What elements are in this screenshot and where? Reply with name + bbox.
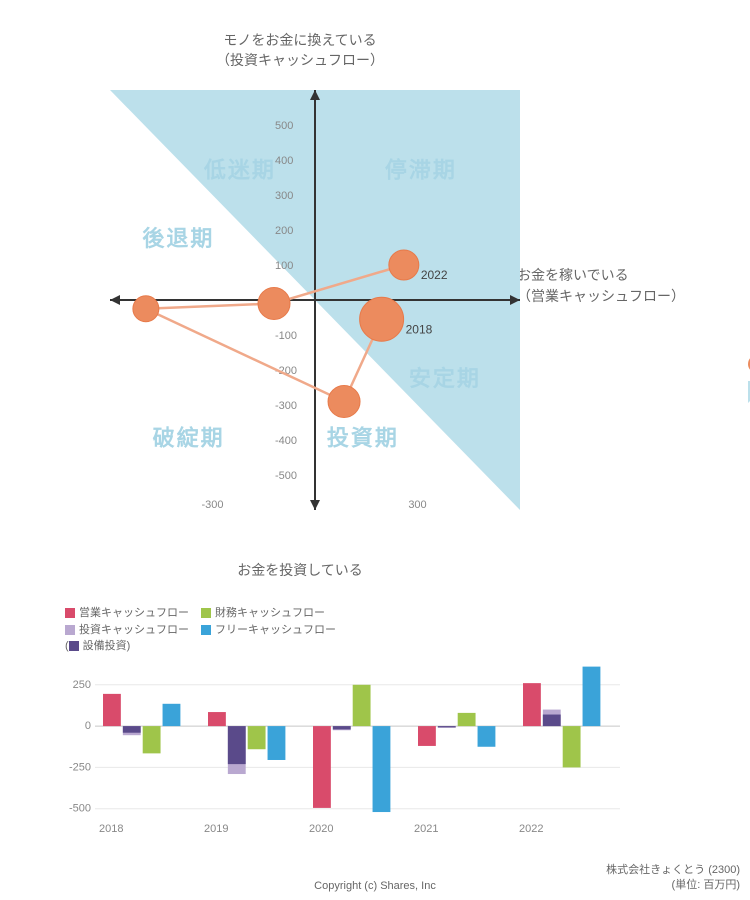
svg-text:-400: -400 — [275, 435, 297, 447]
scatter-title-right-line2: （営業キャッシュフロー） — [517, 286, 685, 307]
svg-text:2022: 2022 — [519, 823, 543, 835]
legend-financing: 財務キャッシュフロー — [201, 605, 325, 622]
bar-legend: 営業キャッシュフロー 財務キャッシュフロー 投資キャッシュフロー フリーキャッシ… — [65, 605, 625, 655]
legend-operating: 営業キャッシュフロー — [65, 605, 189, 622]
legend-capex-label: 設備投資) — [83, 638, 131, 655]
legend-financing-swatch — [201, 608, 211, 618]
svg-text:200: 200 — [275, 225, 293, 237]
svg-text:後退期: 後退期 — [142, 226, 214, 251]
company-info: 株式会社きょくとう (2300) (単位: 百万円) — [606, 863, 740, 892]
legend-operating-swatch — [65, 608, 75, 618]
svg-text:2021: 2021 — [414, 823, 438, 835]
legend-capex: (設備投資) — [65, 638, 130, 655]
svg-text:-500: -500 — [69, 803, 91, 815]
legend-free-swatch — [201, 625, 211, 635]
bar-svg: -500 -250 0 250 2018 2019 2020 2021 2022 — [65, 655, 625, 835]
svg-text:400: 400 — [275, 155, 293, 167]
legend-capex-swatch — [69, 641, 79, 651]
svg-text:2022: 2022 — [421, 268, 448, 282]
bar-chart-container: 営業キャッシュフロー 財務キャッシュフロー 投資キャッシュフロー フリーキャッシ… — [65, 605, 625, 835]
legend-investing-label: 投資キャッシュフロー — [79, 622, 189, 639]
scatter-chart-container: モノをお金に換えている （投資キャッシュフロー） お金を稼いでいる （営業キャッ… — [60, 30, 540, 570]
scatter-title-right: お金を稼いでいる （営業キャッシュフロー） — [517, 265, 685, 307]
svg-text:500: 500 — [275, 120, 293, 132]
legend-free-label: フリーキャッシュフロー — [215, 622, 336, 639]
svg-text:300: 300 — [275, 190, 293, 202]
svg-text:0: 0 — [85, 720, 91, 732]
company-name: 株式会社きょくとう (2300) — [606, 863, 740, 877]
svg-text:-500: -500 — [275, 470, 297, 482]
legend-free: フリーキャッシュフロー — [201, 622, 336, 639]
scatter-svg: -500-400-300-200-100100200300400500-3003… — [110, 90, 520, 510]
scatter-plot: -500-400-300-200-100100200300400500-3003… — [110, 90, 520, 510]
scatter-title-bottom: お金を投資している — [237, 560, 363, 580]
svg-text:-300: -300 — [201, 499, 223, 510]
svg-text:2018: 2018 — [406, 322, 433, 336]
svg-text:停滞期: 停滞期 — [385, 158, 457, 183]
scatter-title-top-line1: モノをお金に換えている — [216, 30, 384, 50]
svg-text:300: 300 — [408, 499, 426, 510]
scatter-title-right-line1: お金を稼いでいる — [517, 265, 685, 286]
svg-text:安定期: 安定期 — [409, 366, 481, 391]
legend-operating-label: 営業キャッシュフロー — [79, 605, 189, 622]
svg-text:2018: 2018 — [99, 823, 123, 835]
svg-text:低迷期: 低迷期 — [203, 158, 276, 183]
svg-text:100: 100 — [275, 260, 293, 272]
bar-plot: -500-250025020182019202020212022 — [65, 655, 625, 825]
svg-text:-100: -100 — [275, 330, 297, 342]
svg-text:投資期: 投資期 — [327, 425, 399, 450]
legend-financing-label: 財務キャッシュフロー — [215, 605, 325, 622]
scatter-title-top: モノをお金に換えている （投資キャッシュフロー） — [216, 30, 384, 70]
svg-text:-250: -250 — [69, 761, 91, 773]
scatter-title-top-line2: （投資キャッシュフロー） — [216, 50, 384, 70]
legend-investing-swatch — [65, 625, 75, 635]
footer: Copyright (c) Shares, Inc 株式会社きょくとう (230… — [0, 880, 750, 892]
svg-text:250: 250 — [73, 679, 91, 691]
legend-investing: 投資キャッシュフロー — [65, 622, 189, 639]
svg-text:2019: 2019 — [204, 823, 228, 835]
unit-label: (単位: 百万円) — [606, 878, 740, 892]
svg-text:破綻期: 破綻期 — [153, 425, 225, 450]
svg-text:-300: -300 — [275, 400, 297, 412]
svg-text:2020: 2020 — [309, 823, 333, 835]
